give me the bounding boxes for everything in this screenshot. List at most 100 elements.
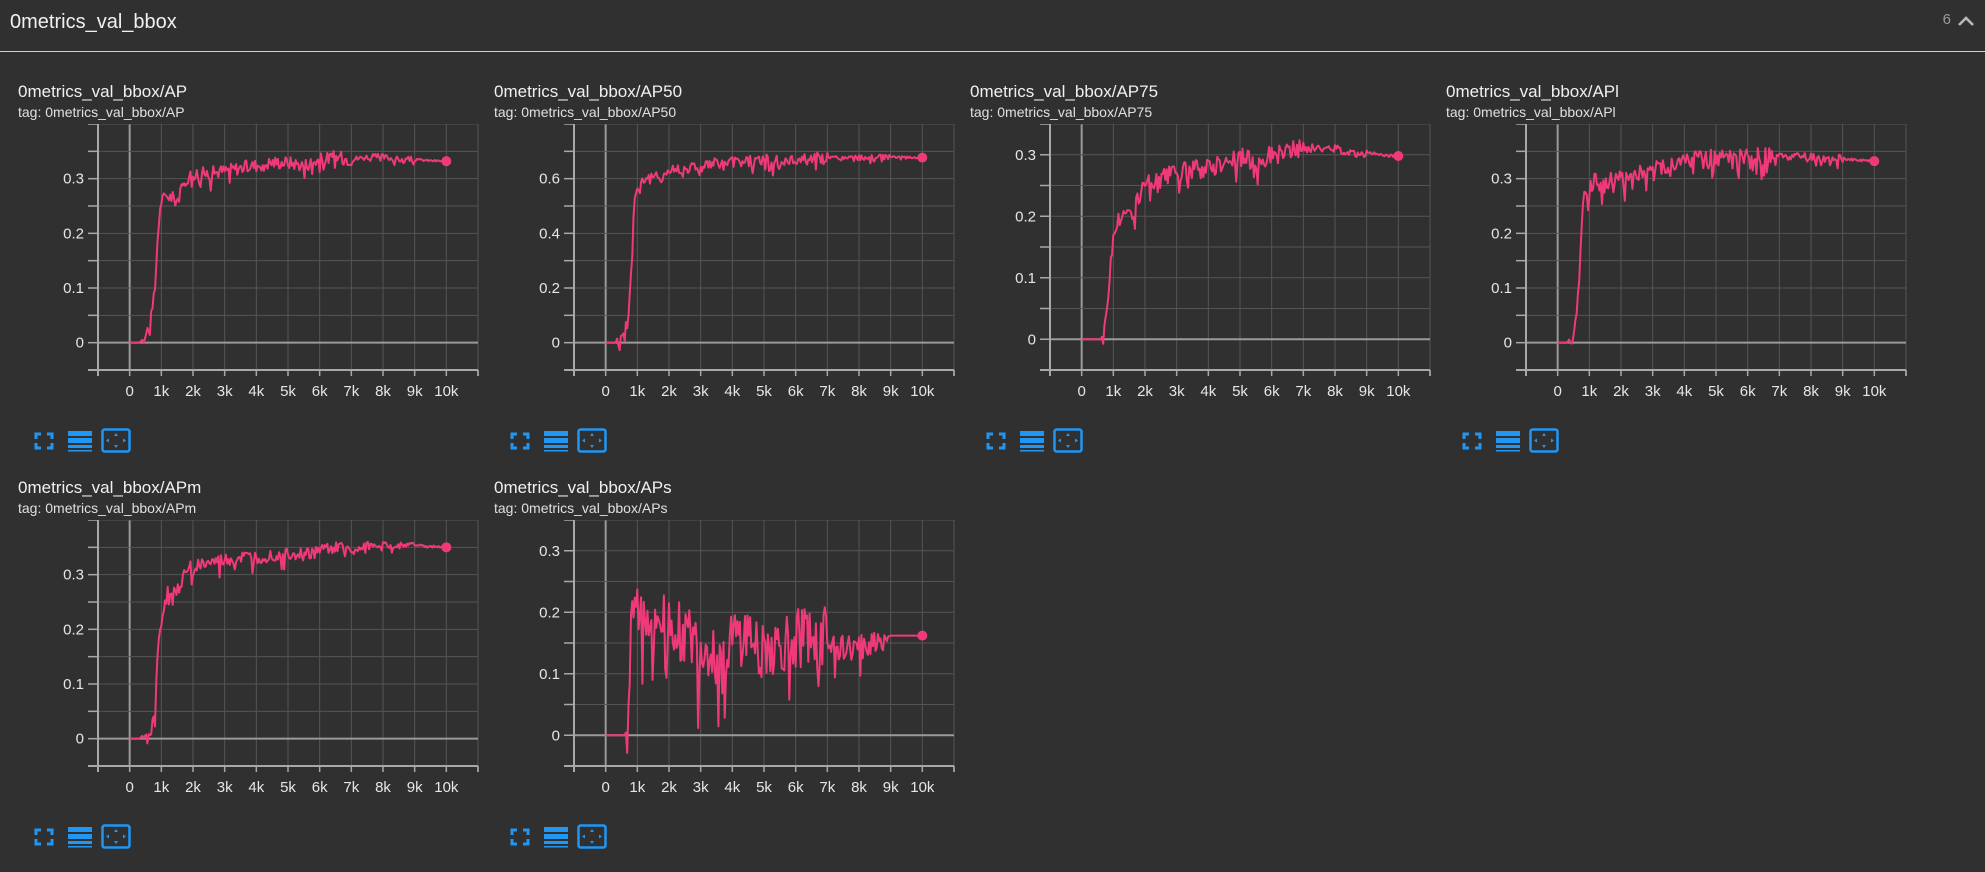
x-tick-label: 5k: [1232, 383, 1248, 400]
fullscreen-icon[interactable]: [504, 426, 536, 456]
grid: [88, 124, 479, 371]
series-line: [605, 151, 923, 352]
fit-domain-icon[interactable]: [100, 822, 132, 852]
x-tick-label: 9k: [883, 383, 899, 400]
x-tick-label: 6k: [1264, 383, 1280, 400]
y-tick-label: 0.1: [539, 666, 560, 683]
y-tick-label: 0.2: [1491, 225, 1512, 242]
y-tick-label: 0: [76, 335, 84, 352]
y-tick-label: 0.3: [1015, 147, 1036, 164]
x-tick-label: 8k: [375, 383, 391, 400]
data-table-icon[interactable]: [1016, 426, 1048, 456]
data-table-icon[interactable]: [540, 822, 572, 852]
x-tick-label: 4k: [724, 779, 740, 796]
scalar-card: 0metrics_val_bbox/APl tag: 0metrics_val_b…: [1446, 82, 1916, 472]
x-tick-label: 8k: [851, 779, 867, 796]
x-tick-label: 0: [1077, 383, 1085, 400]
x-tick-label: 6k: [312, 383, 328, 400]
group-count-badge: 6: [1942, 11, 1951, 28]
fit-domain-icon[interactable]: [1528, 426, 1560, 456]
card-title: 0metrics_val_bbox/AP: [18, 82, 188, 101]
chevron-up-icon[interactable]: [1957, 14, 1975, 28]
y-tick-label: 0.1: [63, 280, 84, 297]
grid: [1040, 124, 1431, 371]
card-tag: tag: 0metrics_val_bbox/APm: [18, 500, 197, 516]
x-tick-label: 2k: [1613, 383, 1629, 400]
x-tick-label: 7k: [1295, 383, 1311, 400]
x-tick-label: 6k: [312, 779, 328, 796]
fullscreen-icon[interactable]: [28, 426, 60, 456]
x-tick-label: 1k: [629, 779, 645, 796]
x-tick-label: 1k: [153, 383, 169, 400]
x-tick-label: 10k: [434, 383, 459, 400]
card-tag: tag: 0metrics_val_bbox/AP50: [494, 104, 677, 120]
fullscreen-icon[interactable]: [504, 822, 536, 852]
data-table-icon[interactable]: [64, 426, 96, 456]
x-tick-label: 8k: [1803, 383, 1819, 400]
x-tick-label: 7k: [343, 779, 359, 796]
line-chart[interactable]: 0 0.2 0.4 0.6 0 1k 2k 3k 4k 5k 6k 7k 8k 9k 10k: [494, 124, 964, 419]
fullscreen-icon[interactable]: [28, 822, 60, 852]
group-title: 0metrics_val_bbox: [10, 11, 177, 33]
line-chart[interactable]: 0 0.1 0.2 0.3 0 1k 2k 3k 4k 5k 6k 7k 8k 9k 10k: [494, 520, 964, 815]
y-tick-label: 0: [76, 731, 84, 748]
fit-domain-icon[interactable]: [576, 822, 608, 852]
fit-domain-icon[interactable]: [1052, 426, 1084, 456]
series-line: [605, 588, 923, 754]
y-tick-label: 0.2: [63, 225, 84, 242]
fullscreen-icon[interactable]: [1456, 426, 1488, 456]
series-line: [1557, 147, 1875, 345]
x-tick-label: 6k: [788, 383, 804, 400]
x-tick-label: 5k: [1708, 383, 1724, 400]
y-tick-label: 0: [1028, 331, 1036, 348]
x-tick-label: 10k: [1386, 383, 1411, 400]
card-tag: tag: 0metrics_val_bbox/APl: [1446, 104, 1616, 120]
x-tick-label: 9k: [407, 779, 423, 796]
group-header[interactable]: 0metrics_val_bbox 6: [0, 0, 1985, 52]
last-point-marker[interactable]: [441, 542, 452, 553]
data-table-icon[interactable]: [1492, 426, 1524, 456]
x-tick-label: 8k: [375, 779, 391, 796]
last-point-marker[interactable]: [917, 152, 928, 163]
card-title: 0metrics_val_bbox/APs: [494, 478, 672, 497]
series-line: [129, 150, 447, 344]
x-tick-label: 3k: [693, 383, 709, 400]
series-line: [1081, 139, 1399, 345]
fullscreen-icon[interactable]: [980, 426, 1012, 456]
line-chart[interactable]: 0 0.1 0.2 0.3 0 1k 2k 3k 4k 5k 6k 7k 8k 9k 10k: [18, 124, 488, 419]
last-point-marker[interactable]: [1393, 150, 1404, 161]
card-tag: tag: 0metrics_val_bbox/AP75: [970, 104, 1153, 120]
last-point-marker[interactable]: [441, 156, 452, 167]
y-tick-label: 0.2: [1015, 208, 1036, 225]
grid: [88, 520, 479, 767]
x-tick-label: 10k: [434, 779, 459, 796]
last-point-marker[interactable]: [1869, 156, 1880, 167]
x-tick-label: 1k: [1581, 383, 1597, 400]
line-chart[interactable]: 0 0.1 0.2 0.3 0 1k 2k 3k 4k 5k 6k 7k 8k 9k 10k: [1446, 124, 1916, 419]
last-point-marker[interactable]: [917, 630, 928, 641]
data-table-icon[interactable]: [540, 426, 572, 456]
fit-domain-icon[interactable]: [100, 426, 132, 456]
card-tag: tag: 0metrics_val_bbox/APs: [494, 500, 668, 516]
y-tick-label: 0.2: [539, 280, 560, 297]
x-tick-label: 9k: [1359, 383, 1375, 400]
fit-domain-icon[interactable]: [576, 426, 608, 456]
x-tick-label: 6k: [1740, 383, 1756, 400]
x-tick-label: 4k: [248, 383, 264, 400]
data-table-icon[interactable]: [64, 822, 96, 852]
x-tick-label: 3k: [693, 779, 709, 796]
scalar-card: 0metrics_val_bbox/AP75 tag: 0metrics_val_…: [970, 82, 1440, 472]
x-tick-label: 5k: [756, 779, 772, 796]
x-tick-label: 3k: [217, 779, 233, 796]
line-chart[interactable]: 0 0.1 0.2 0.3 0 1k 2k 3k 4k 5k 6k 7k 8k 9k 10k: [18, 520, 488, 815]
x-tick-label: 9k: [883, 779, 899, 796]
series-line: [129, 540, 447, 745]
y-tick-label: 0.3: [539, 543, 560, 560]
x-tick-label: 7k: [1771, 383, 1787, 400]
y-tick-label: 0.1: [63, 676, 84, 693]
x-tick-label: 0: [1553, 383, 1561, 400]
scalar-card: 0metrics_val_bbox/APm tag: 0metrics_val_b…: [18, 478, 488, 868]
line-chart[interactable]: 0 0.1 0.2 0.3 0 1k 2k 3k 4k 5k 6k 7k 8k 9k 10k: [970, 124, 1440, 419]
scalar-card: 0metrics_val_bbox/APs tag: 0metrics_val_b…: [494, 478, 964, 868]
x-tick-label: 10k: [1862, 383, 1887, 400]
